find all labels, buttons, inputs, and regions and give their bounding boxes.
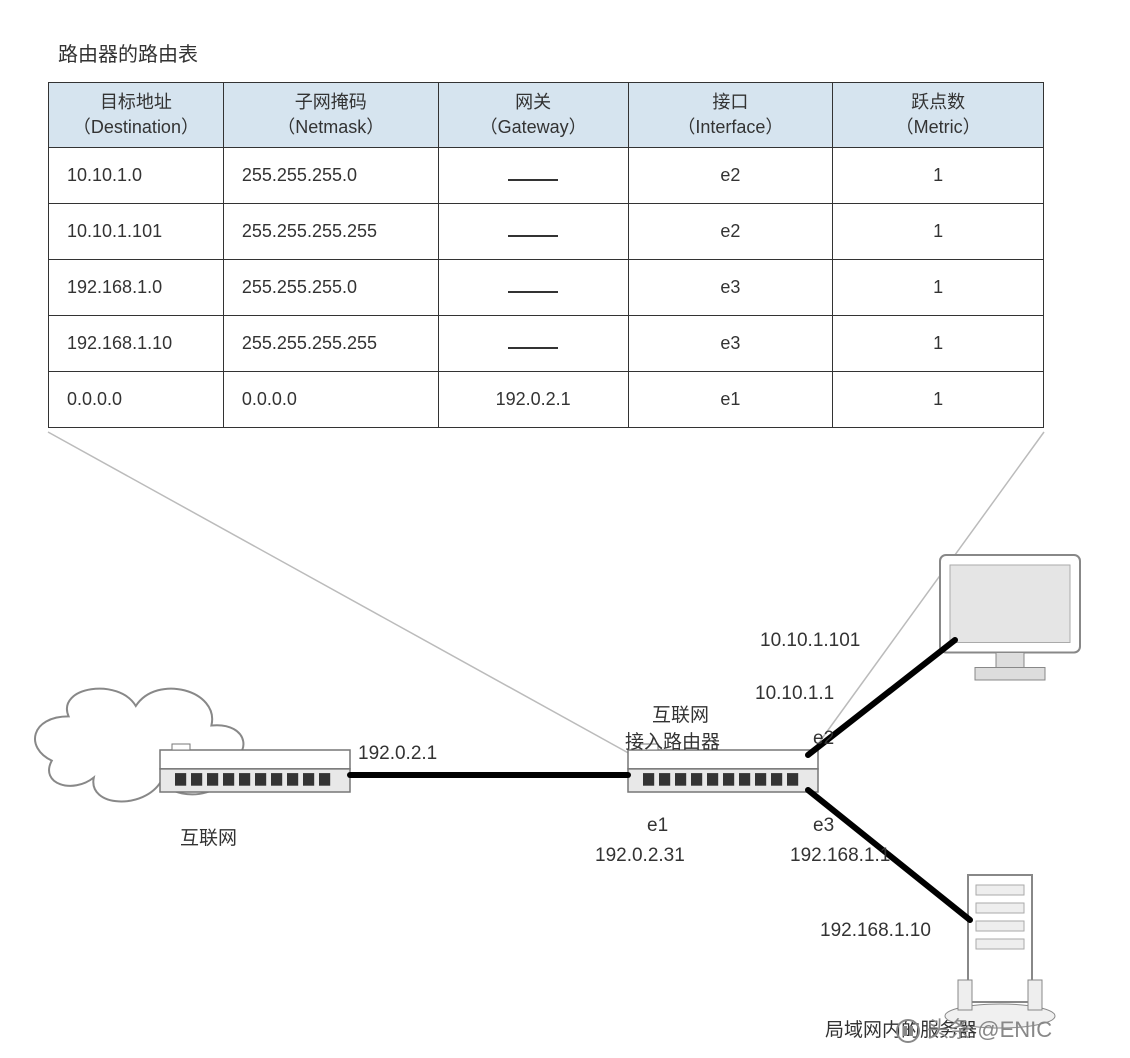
dash-icon [508,235,558,237]
table-row: 192.168.1.10255.255.255.255 e31 [49,316,1044,372]
left-router-icon [160,744,350,792]
th-gateway-en: （Gateway） [480,117,587,137]
cell-mask: 255.255.255.0 [223,260,438,316]
cell-dest: 0.0.0.0 [49,372,224,428]
cell-mask: 255.255.255.0 [223,148,438,204]
cell-metric: 1 [833,316,1044,372]
cell-gateway [438,316,628,372]
th-metric-en: （Metric） [896,117,981,137]
server-ip: 192.168.1.10 [820,920,931,942]
table-body: 10.10.1.0255.255.255.0e2110.10.1.101255.… [49,148,1044,428]
watermark-text2: @ENIC [977,1017,1052,1042]
th-metric: 跃点数 （Metric） [833,83,1044,148]
cell-dest: 192.168.1.0 [49,260,224,316]
cell-dest: 10.10.1.0 [49,148,224,204]
watermark-text1: 头条 [927,1017,971,1042]
th-destination-cn: 目标地址 [100,92,172,112]
table-header-row: 目标地址 （Destination） 子网掩码 （Netmask） 网关 （Ga… [49,83,1044,148]
right-router-title2: 接入路由器 [625,727,720,754]
left-router-ip: 192.0.2.1 [358,743,437,765]
table-row: 10.10.1.101255.255.255.255 e21 [49,204,1044,260]
cell-iface: e1 [628,372,833,428]
cell-metric: 1 [833,260,1044,316]
cell-mask: 0.0.0.0 [223,372,438,428]
th-netmask-cn: 子网掩码 [295,92,367,112]
dash-icon [508,347,558,349]
watermark: 头条 @ENIC [895,1012,1052,1044]
e2-label: e2 [813,728,834,750]
cell-iface: e2 [628,204,833,260]
th-gateway-cn: 网关 [515,92,551,112]
e1-label: e1 [647,815,668,837]
cell-metric: 1 [833,148,1044,204]
th-netmask: 子网掩码 （Netmask） [223,83,438,148]
table-row: 10.10.1.0255.255.255.0 e21 [49,148,1044,204]
page-title: 路由器的路由表 [58,38,198,67]
internet-cloud-icon [35,689,243,802]
cell-gateway [438,260,628,316]
network-links [350,640,970,920]
cell-gateway: 192.0.2.1 [438,372,628,428]
e2-ip: 10.10.1.1 [755,683,834,705]
dash-icon [508,179,558,181]
watermark-icon [895,1018,921,1044]
cell-iface: e3 [628,316,833,372]
cell-dest: 192.168.1.10 [49,316,224,372]
cell-mask: 255.255.255.255 [223,316,438,372]
cell-gateway [438,148,628,204]
e1-ip: 192.0.2.31 [595,845,685,867]
th-interface-cn: 接口 [712,92,748,112]
table-row: 192.168.1.0255.255.255.0 e31 [49,260,1044,316]
cloud-label: 互联网 [180,823,237,850]
cell-dest: 10.10.1.101 [49,204,224,260]
cell-metric: 1 [833,204,1044,260]
th-netmask-en: （Netmask） [277,117,384,137]
cell-mask: 255.255.255.255 [223,204,438,260]
th-metric-cn: 跃点数 [911,92,965,112]
callout-lines [48,432,1044,755]
right-router-title1: 互联网 [652,700,709,727]
monitor-ip: 10.10.1.101 [760,630,860,652]
th-destination: 目标地址 （Destination） [49,83,224,148]
table-row: 0.0.0.00.0.0.0192.0.2.1e11 [49,372,1044,428]
monitor-icon [940,555,1080,680]
th-destination-en: （Destination） [73,117,199,137]
routing-table: 目标地址 （Destination） 子网掩码 （Netmask） 网关 （Ga… [48,82,1044,428]
cell-iface: e2 [628,148,833,204]
e3-label: e3 [813,815,834,837]
th-interface: 接口 （Interface） [628,83,833,148]
th-interface-en: （Interface） [677,117,783,137]
cell-iface: e3 [628,260,833,316]
cell-metric: 1 [833,372,1044,428]
th-gateway: 网关 （Gateway） [438,83,628,148]
e3-ip: 192.168.1.1 [790,845,890,867]
dash-icon [508,291,558,293]
cell-gateway [438,204,628,260]
server-icon [945,875,1055,1028]
